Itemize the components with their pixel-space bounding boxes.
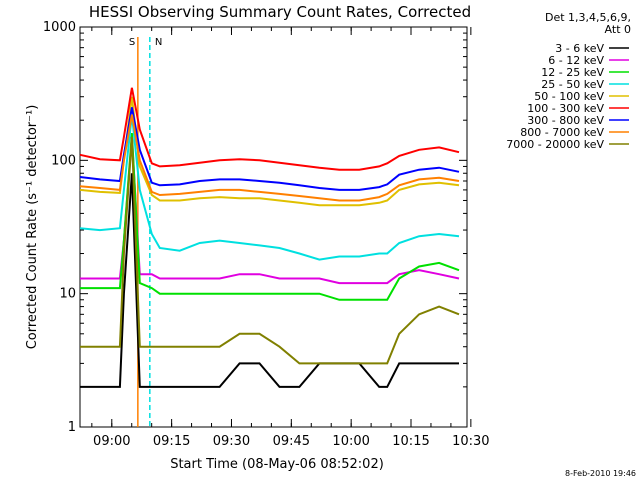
series-line (80, 173, 459, 388)
series-line (79, 107, 460, 191)
footer-timestamp: 8-Feb-2010 19:46 (565, 469, 636, 478)
x-tick-label: 09:15 (153, 434, 190, 449)
series-line (79, 114, 460, 202)
legend-entry-label: 6 - 12 keV (548, 54, 604, 67)
x-tick-labels: 09:00 09:15 09:30 09:45 10:00 10:15 10:30 (93, 434, 490, 449)
x-tick-label: 10:15 (392, 434, 429, 449)
series-line (79, 96, 460, 207)
x-axis-label: Start Time (08-May-06 08:52:02) (170, 457, 384, 472)
legend-entry-label: 800 - 7000 keV (520, 126, 604, 139)
series-lines (79, 87, 460, 388)
chart-title: HESSI Observing Summary Count Rates, Cor… (89, 3, 471, 21)
y-tick-labels: 1 10 100 1000 (43, 20, 76, 435)
plot-frame (79, 26, 468, 428)
y-tick-label: 1000 (43, 20, 76, 35)
axis-ticks (80, 26, 472, 428)
y-tick-label: 100 (51, 153, 76, 168)
legend-entry-label: 300 - 800 keV (527, 114, 604, 127)
legend-entry-label: 7000 - 20000 keV (506, 138, 604, 151)
y-tick-label: 1 (68, 420, 76, 435)
series-line (79, 87, 460, 171)
legend-entry-label: 12 - 25 keV (541, 66, 604, 79)
legend-entry-label: 3 - 6 keV (555, 42, 604, 55)
legend-entry-label: 100 - 300 keV (527, 102, 604, 115)
y-axis-label: Corrected Count Rate (s⁻¹ detector⁻¹) (25, 105, 40, 350)
legend-header: Att 0 (605, 23, 631, 36)
y-tick-label: 10 (59, 287, 76, 302)
x-tick-label: 09:00 (93, 434, 130, 449)
x-tick-label: 10:30 (452, 434, 489, 449)
legend-entry-label: 50 - 100 keV (534, 90, 604, 103)
legend-entry-label: 25 - 50 keV (541, 78, 604, 91)
x-tick-label: 10:00 (332, 434, 369, 449)
marker-label: N (155, 37, 162, 48)
series-line (80, 136, 460, 365)
marker-label: S (129, 37, 135, 48)
x-tick-label: 09:30 (213, 434, 250, 449)
legend-header: Det 1,3,4,5,6,9, (545, 11, 631, 24)
x-tick-label: 09:45 (273, 434, 310, 449)
